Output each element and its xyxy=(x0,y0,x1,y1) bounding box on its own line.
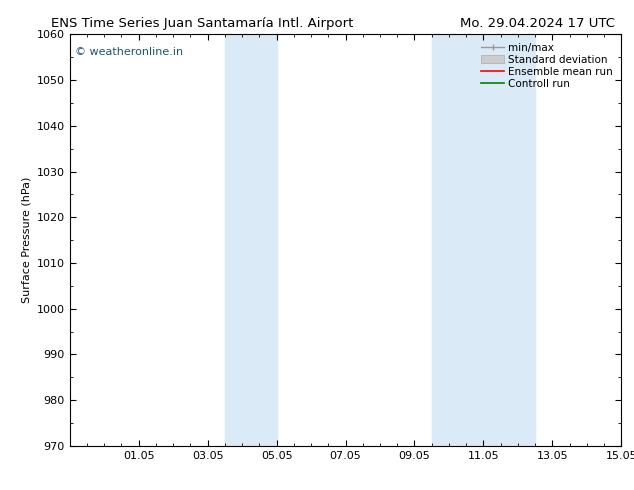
Text: ENS Time Series Juan Santamaría Intl. Airport: ENS Time Series Juan Santamaría Intl. Ai… xyxy=(51,17,353,30)
Y-axis label: Surface Pressure (hPa): Surface Pressure (hPa) xyxy=(21,177,31,303)
Legend: min/max, Standard deviation, Ensemble mean run, Controll run: min/max, Standard deviation, Ensemble me… xyxy=(478,40,616,92)
Text: © weatheronline.in: © weatheronline.in xyxy=(75,47,183,57)
Text: Mo. 29.04.2024 17 UTC: Mo. 29.04.2024 17 UTC xyxy=(460,17,615,30)
Bar xyxy=(225,34,276,446)
Bar xyxy=(432,34,535,446)
